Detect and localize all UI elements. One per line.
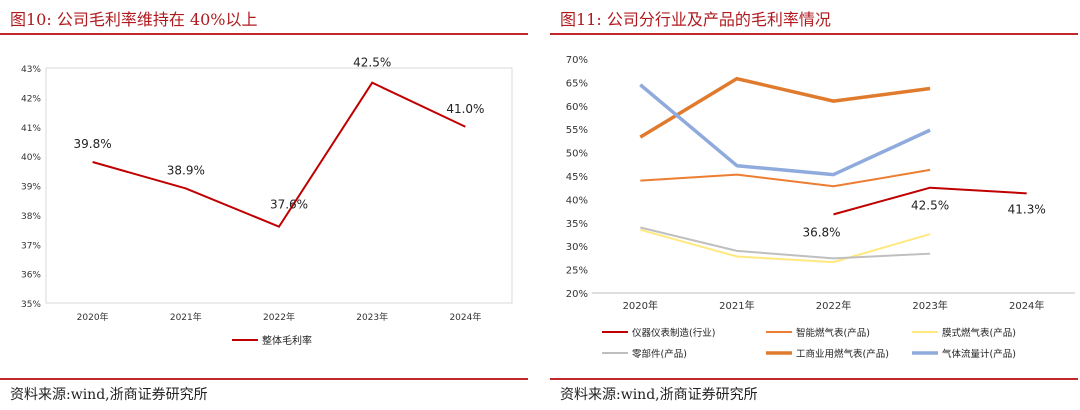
- y-tick-label: 50%: [566, 149, 588, 160]
- data-label: 37.6%: [270, 198, 308, 212]
- figure-10-title: 图10: 公司毛利率维持在 40%以上: [10, 10, 258, 29]
- y-tick-label: 70%: [566, 55, 588, 66]
- x-tick-label: 2020年: [77, 311, 109, 323]
- y-tick-label: 40%: [566, 195, 588, 206]
- series-line-4: [640, 226, 931, 260]
- y-tick-label: 30%: [566, 242, 588, 253]
- figure-11-bottom-rule: [550, 378, 1078, 380]
- x-tick-label: 2022年: [263, 311, 295, 323]
- y-tick-label: 45%: [566, 172, 588, 183]
- x-tick-label: 2022年: [816, 299, 851, 312]
- data-label: 39.8%: [74, 137, 112, 151]
- x-tick-label: 2021年: [719, 299, 754, 312]
- x-tick-label: 2024年: [1009, 299, 1044, 312]
- figure-11-source: 资料来源:wind,浙商证券研究所: [560, 387, 758, 403]
- data-label: 42.5%: [353, 56, 391, 70]
- figure-10-top-rule: [0, 33, 528, 35]
- y-tick-label: 65%: [566, 78, 588, 89]
- plot-area-border: [45, 67, 513, 304]
- x-tick-label: 2020年: [623, 299, 658, 312]
- figure-11-top-rule: [550, 33, 1078, 35]
- legend-label: 膜式燃气表(产品): [942, 327, 1016, 339]
- y-tick-label: 20%: [566, 289, 588, 300]
- y-tick-label: 38%: [21, 212, 41, 222]
- x-tick-label: 2024年: [449, 311, 481, 323]
- data-label: 41.3%: [1008, 202, 1046, 216]
- y-tick-label: 35%: [21, 300, 41, 310]
- figure-10-bottom-rule: [0, 378, 528, 380]
- x-tick-label: 2021年: [170, 311, 202, 323]
- y-tick-label: 39%: [21, 183, 41, 193]
- data-label: 38.9%: [167, 163, 205, 177]
- figure-11-title: 图11: 公司分行业及产品的毛利率情况: [560, 10, 831, 29]
- legend-label: 整体毛利率: [262, 334, 312, 347]
- figure-10-source: 资料来源:wind,浙商证券研究所: [10, 387, 208, 403]
- legend-label: 智能燃气表(产品): [796, 327, 870, 339]
- legend-label: 气体流量计(产品): [942, 348, 1016, 360]
- data-label: 42.5%: [911, 199, 949, 213]
- x-tick-label: 2023年: [356, 311, 388, 323]
- x-tick-label: 2023年: [912, 299, 947, 312]
- overall-gross-margin-chart: 35% 36% 37% 38% 39% 40% 41% 42% 43% 2020年 2021年 202…: [21, 56, 513, 347]
- segment-gross-margin-chart: 20% 25% 30% 35% 40% 45% 50% 55% 60% 65% 70% 2020年 20…: [566, 55, 1075, 360]
- legend-label: 工商业用燃气表(产品): [796, 348, 889, 360]
- data-label: 36.8%: [802, 225, 840, 239]
- series-line-3: [640, 228, 931, 264]
- y-tick-label: 55%: [566, 125, 588, 136]
- series-line-1: [833, 186, 1027, 216]
- y-tick-label: 35%: [566, 219, 588, 230]
- y-tick-label: 25%: [566, 266, 588, 277]
- series-line-2: [640, 168, 931, 188]
- data-label: 41.0%: [446, 102, 484, 116]
- y-tick-label: 40%: [21, 153, 41, 163]
- figure-11-panel: 图11: 公司分行业及产品的毛利率情况 20% 25% 30% 35% 40% 45% 50…: [550, 0, 1080, 410]
- y-tick-label: 43%: [21, 65, 41, 75]
- legend-label: 仪器仪表制造(行业): [632, 327, 715, 339]
- y-tick-label: 37%: [21, 241, 41, 251]
- y-tick-label: 42%: [21, 94, 41, 104]
- series-line-5: [639, 76, 931, 139]
- y-tick-label: 41%: [21, 124, 41, 134]
- legend-label: 零部件(产品): [632, 348, 687, 360]
- y-tick-label: 60%: [566, 102, 588, 113]
- figure-10-panel: 图10: 公司毛利率维持在 40%以上 35% 36% 37% 38% 39% 40% 41…: [0, 0, 530, 410]
- series-line-overall-gross-margin: [92, 81, 466, 228]
- y-tick-label: 36%: [21, 271, 41, 281]
- series-line-6: [639, 83, 931, 177]
